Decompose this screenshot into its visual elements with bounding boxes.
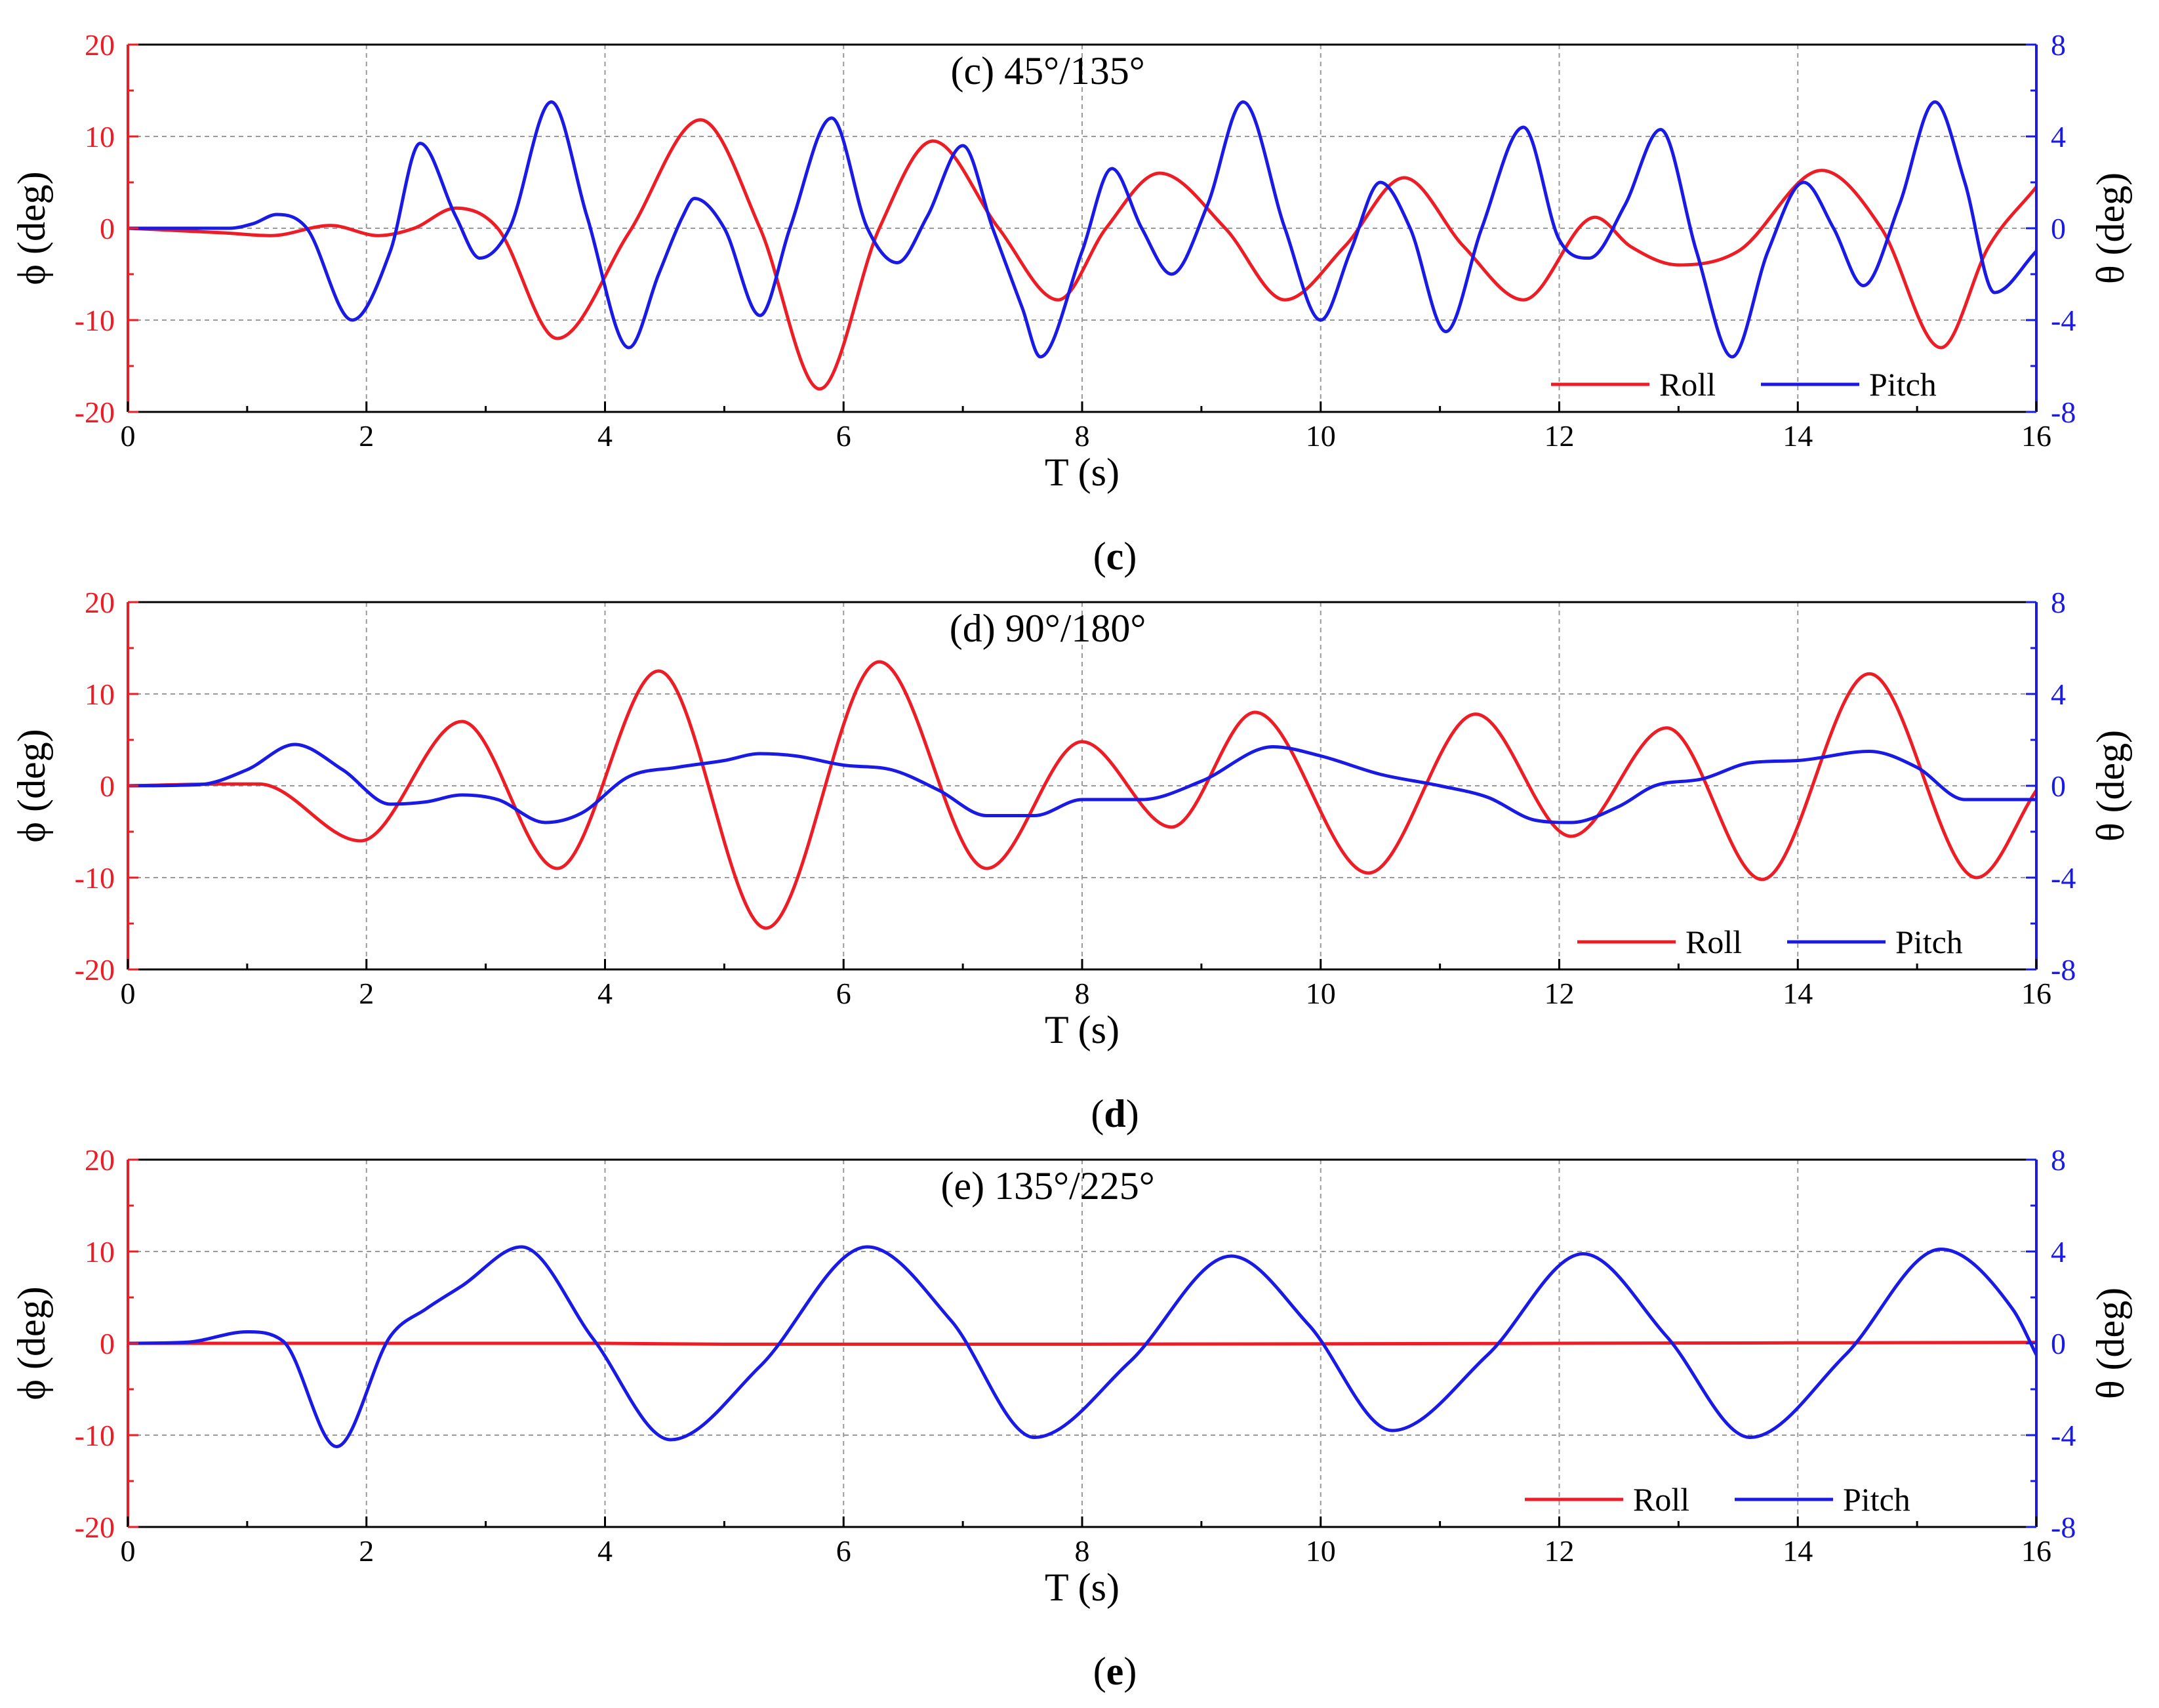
y-right-tick-label: 8	[2051, 1143, 2066, 1177]
series-group	[128, 100, 2036, 391]
x-tick-label: 14	[1783, 1534, 1813, 1568]
y-left-tick-label: 20	[85, 28, 115, 62]
x-tick-label: 4	[597, 977, 613, 1010]
legend-label-roll: Roll	[1659, 366, 1716, 403]
y-left-tick-label: -10	[75, 861, 115, 895]
x-tick-label: 2	[359, 419, 374, 453]
y-right-axis-label: θ (deg)	[2089, 1288, 2132, 1399]
series-line-roll	[128, 118, 2036, 391]
panel-title: (e) 135°/225°	[940, 1164, 1154, 1208]
legend-label-pitch: Pitch	[1895, 924, 1963, 960]
x-tick-label: 8	[1075, 977, 1090, 1010]
x-tick-label: 6	[836, 977, 851, 1010]
x-tick-label: 0	[121, 419, 136, 453]
panel-caption: (c)	[1093, 535, 1137, 578]
x-tick-label: 8	[1075, 1534, 1090, 1568]
y-left-tick-label: -10	[75, 304, 115, 337]
y-left-tick-label: 0	[100, 1327, 115, 1360]
y-left-tick-label: 20	[85, 586, 115, 619]
x-tick-label: 14	[1783, 419, 1813, 453]
x-tick-label: 16	[2021, 1534, 2051, 1568]
y-right-tick-label: 8	[2051, 586, 2066, 619]
panel-caption: (d)	[1091, 1092, 1139, 1135]
x-tick-label: 10	[1306, 1534, 1336, 1568]
x-tick-label: 16	[2021, 977, 2051, 1010]
y-left-tick-label: -20	[75, 396, 115, 429]
x-tick-label: 14	[1783, 977, 1813, 1010]
y-right-tick-label: 4	[2051, 1235, 2066, 1269]
y-left-tick-label: 10	[85, 1235, 115, 1269]
x-tick-label: 6	[836, 1534, 851, 1568]
y-right-tick-label: -4	[2051, 304, 2076, 337]
legend-label-roll: Roll	[1685, 924, 1742, 960]
panel-title: (c) 45°/135°	[950, 49, 1144, 92]
y-right-tick-label: 0	[2051, 769, 2066, 803]
y-left-tick-label: 0	[100, 769, 115, 803]
x-axis-label: T (s)	[1045, 451, 1120, 494]
y-right-tick-label: -8	[2051, 396, 2076, 429]
x-tick-label: 10	[1306, 977, 1336, 1010]
x-tick-label: 2	[359, 1534, 374, 1568]
x-tick-label: 4	[597, 419, 613, 453]
x-axis-label: T (s)	[1045, 1008, 1120, 1051]
y-right-tick-label: 8	[2051, 28, 2066, 62]
x-tick-label: 12	[1544, 1534, 1575, 1568]
series-line-pitch	[128, 742, 2036, 824]
x-tick-label: 10	[1306, 419, 1336, 453]
y-left-axis-label: ϕ (deg)	[10, 1286, 53, 1400]
legend-label-pitch: Pitch	[1869, 366, 1937, 403]
x-tick-label: 4	[597, 1534, 613, 1568]
y-right-tick-label: 0	[2051, 1327, 2066, 1360]
y-right-tick-label: -4	[2051, 861, 2076, 895]
x-tick-label: 16	[2021, 419, 2051, 453]
x-tick-label: 8	[1075, 419, 1090, 453]
panel-title: (d) 90°/180°	[950, 607, 1146, 650]
x-tick-label: 12	[1544, 419, 1575, 453]
y-right-tick-label: 4	[2051, 678, 2066, 711]
y-left-tick-label: -20	[75, 953, 115, 986]
y-right-axis-label: θ (deg)	[2089, 730, 2132, 842]
y-left-tick-label: 10	[85, 120, 115, 153]
series-line-roll	[128, 660, 2036, 930]
series-line-pitch	[128, 100, 2036, 359]
x-tick-label: 2	[359, 977, 374, 1010]
y-left-axis-label: ϕ (deg)	[10, 171, 53, 285]
y-left-tick-label: 20	[85, 1143, 115, 1177]
x-tick-label: 6	[836, 419, 851, 453]
y-left-tick-label: -20	[75, 1511, 115, 1544]
y-right-tick-label: -4	[2051, 1419, 2076, 1452]
y-right-tick-label: -8	[2051, 1511, 2076, 1544]
y-right-tick-label: 4	[2051, 120, 2066, 153]
series-line-roll	[128, 1341, 2036, 1346]
y-left-axis-label: ϕ (deg)	[10, 729, 53, 842]
y-right-axis-label: θ (deg)	[2089, 173, 2132, 284]
y-left-tick-label: 0	[100, 212, 115, 245]
x-tick-label: 0	[121, 977, 136, 1010]
legend-label-pitch: Pitch	[1843, 1481, 1910, 1518]
x-axis-label: T (s)	[1045, 1566, 1120, 1609]
legend-label-roll: Roll	[1633, 1481, 1689, 1518]
series-group	[128, 1245, 2036, 1448]
series-line-pitch	[128, 1245, 2036, 1448]
y-left-tick-label: -10	[75, 1419, 115, 1452]
x-tick-label: 12	[1544, 977, 1575, 1010]
y-left-tick-label: 10	[85, 678, 115, 711]
panel-caption: (e)	[1093, 1650, 1137, 1693]
series-group	[128, 660, 2036, 930]
y-right-tick-label: -8	[2051, 953, 2076, 986]
x-tick-label: 0	[121, 1534, 136, 1568]
y-right-tick-label: 0	[2051, 212, 2066, 245]
